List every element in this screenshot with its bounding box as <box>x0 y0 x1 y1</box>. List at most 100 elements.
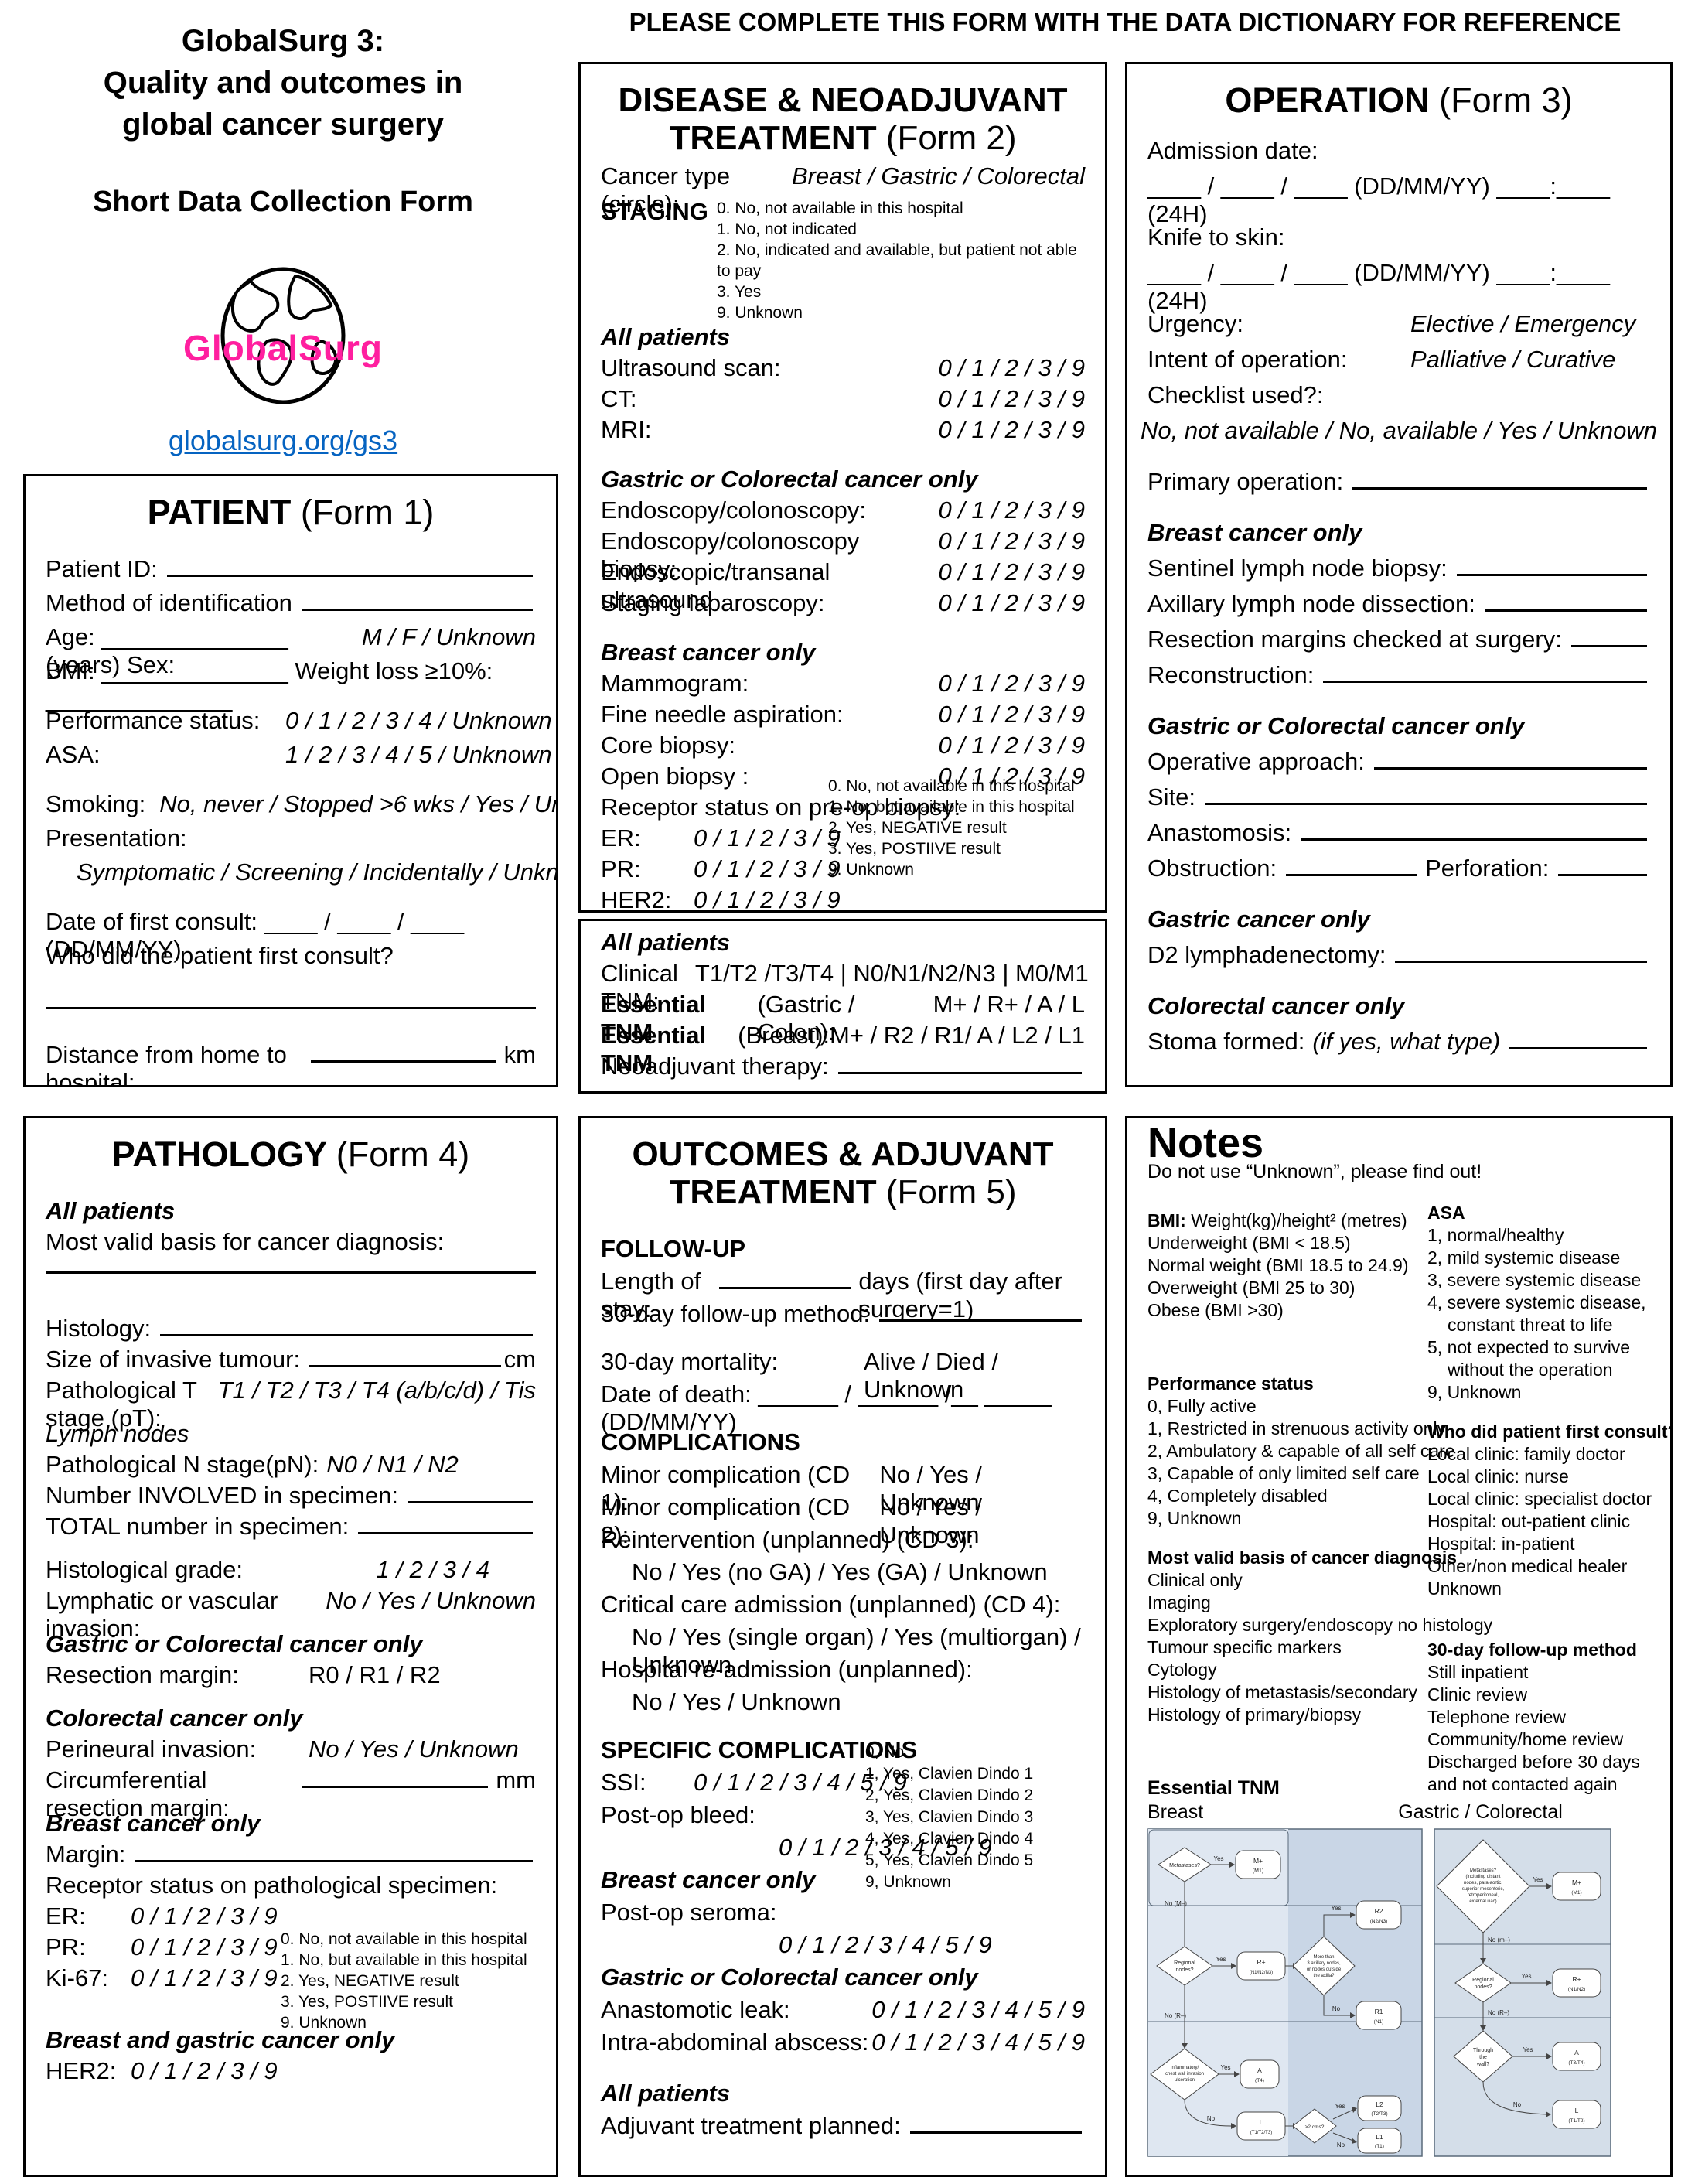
field-site: Site: <box>1147 783 1650 819</box>
legend-line: 3. Yes <box>717 282 762 301</box>
edge-label: No <box>1332 2005 1341 2012</box>
form2-title: DISEASE & NEOADJUVANT TREATMENT (Form 2) <box>601 81 1085 158</box>
open-biopsy-label: Open biopsy : <box>601 762 749 790</box>
form5-title-line2: TREATMENT <box>669 1173 877 1212</box>
slnb-label: Sentinel lymph node biopsy: <box>1147 555 1448 582</box>
field-pn-stage: Pathological N stage(pN): N0 / N1 / N2 <box>46 1451 536 1482</box>
patient-id-label: Patient ID: <box>46 555 158 583</box>
form2-title-line2: TREATMENT <box>669 119 877 158</box>
basis-note-header: Most valid basis of cancer diagnosis <box>1147 1548 1458 1568</box>
fu-method-blank <box>879 1319 1082 1322</box>
note-line: and not contacted again <box>1427 1774 1618 1794</box>
scale-options: 0 / 1 / 2 / 3 / 9 <box>938 762 1085 790</box>
field-her2: HER2: 0 / 1 / 2 / 3 / 9 <box>601 886 1085 913</box>
section-gc-only: Gastric or Colorectal cancer only <box>601 466 1085 497</box>
etnm-gc-options: M+ / R+ / A / L <box>933 991 1085 1018</box>
asa-options: 1 / 2 / 3 / 4 / 5 / Unknown <box>285 741 552 769</box>
scale-options: 0 / 1 / 2 / 3 / 9 <box>938 669 1085 697</box>
legend-line: 9. Unknown <box>281 2014 367 2032</box>
form5-title: OUTCOMES & ADJUVANT TREATMENT (Form 5) <box>601 1135 1085 1212</box>
basis-blank <box>46 1271 536 1275</box>
scale-options: 0 / 1 / 2 / 3 / 9 <box>938 589 1085 616</box>
form5-title-suffix: (Form 5) <box>885 1173 1017 1212</box>
performance-label: Performance status: <box>46 707 261 735</box>
legend-line: 1. No, not indicated <box>717 220 857 238</box>
node-label: ulceration <box>1175 2078 1195 2083</box>
endoscopy-biopsy-label: Endoscopy/colonoscopy biopsy: <box>601 527 860 582</box>
adjuvant-blank <box>909 2131 1082 2134</box>
reintervention-options: No / Yes (no GA) / Yes (GA) / Unknown <box>632 1558 1048 1585</box>
lvi-options: No / Yes / Unknown <box>326 1587 536 1615</box>
checklist-options: No, not available / No, available / Yes … <box>1140 417 1658 445</box>
field-core-biopsy: Core biopsy: 0 / 1 / 2 / 3 / 9 <box>601 732 1085 763</box>
note-line: Telephone review <box>1427 1707 1567 1727</box>
study-title: GlobalSurg 3: Quality and outcomes in gl… <box>46 20 520 145</box>
notes-title: Notes <box>1147 1120 1264 1166</box>
node-label: Metastases? <box>1169 1863 1200 1868</box>
note-line: Hospital: in-patient <box>1427 1534 1575 1554</box>
readmission-label: Hospital re-admission (unplanned): <box>601 1655 973 1683</box>
receptor-header: Receptor status on pre-op biopsy: <box>601 793 961 821</box>
essential-tnm-label: Essential TNM <box>601 1022 707 1077</box>
seroma-options-row: 0 / 1 / 2 / 3 / 4 / 5 / 9 <box>601 1931 1085 1964</box>
cd1-label: Minor complication (CD 1): <box>601 1460 851 1516</box>
scale-options: 0 / 1 / 2 / 3 / 4 / 5 / 9 <box>871 1995 1085 2023</box>
ki67-label: Ki-67: <box>46 1964 108 1992</box>
urgency-options: Elective / Emergency <box>1410 310 1636 338</box>
size-unit: cm <box>503 1346 536 1374</box>
field-etnm-gc: Essential TNM (Gastric / Colon): M+ / R+ /… <box>601 991 1085 1046</box>
staging-label: STAGING <box>601 197 708 225</box>
field-fna: Fine needle aspiration: 0 / 1 / 2 / 3 / 9 <box>601 701 1085 732</box>
field-patient-id: Patient ID: <box>46 555 536 589</box>
field-admission-date: Admission date: <box>1147 137 1650 172</box>
field-lvi: Lymphatic or vascular invasion: No / Yes … <box>46 1587 536 1642</box>
node-label: (M1) <box>1571 1890 1581 1896</box>
legend-line: 0. No, not available in this hospital <box>717 199 963 217</box>
los-blank <box>719 1286 851 1289</box>
lvi-label: Lymphatic or vascular invasion: <box>46 1587 278 1643</box>
tnm-chart-labels: Breast Gastric / Colorectal <box>1147 1801 1650 1824</box>
performance-note-header: Performance status <box>1147 1374 1314 1394</box>
note-line: Clinic review <box>1427 1684 1528 1705</box>
mri-label: MRI: <box>601 415 652 443</box>
urgency-label: Urgency: <box>1147 310 1244 338</box>
node-label: (T1/T2/T3) <box>1250 2131 1272 2135</box>
perineural-options: No / Yes / Unknown <box>309 1735 519 1763</box>
node-label: wall? <box>1476 2062 1489 2067</box>
globalsurg-link[interactable]: globalsurg.org/gs3 <box>168 425 398 456</box>
field-mammogram: Mammogram: 0 / 1 / 2 / 3 / 9 <box>601 670 1085 701</box>
los-suffix: days (first day after surgery=1) <box>858 1267 1062 1322</box>
margin-blank <box>135 1860 533 1863</box>
field-obstruction-perforation: Obstruction: Perforation: <box>1147 855 1650 890</box>
note-line: constant threat to life <box>1448 1315 1613 1335</box>
node-label: superior mesenteric, <box>1462 1887 1505 1892</box>
cancer-type-options: Breast / Gastric / Colorectal <box>791 162 1085 189</box>
her2-label: HER2: <box>601 886 672 913</box>
gc-header: Gastric or Colorectal cancer only <box>601 465 978 493</box>
edge-label: Yes <box>1523 2046 1533 2053</box>
field-ssi: SSI: 0 / 1 / 2 / 3 / 4 / 5 / 9 <box>601 1769 1085 1801</box>
performance-options: 0 / 1 / 2 / 3 / 4 / Unknown <box>285 707 552 735</box>
field-crm: Circumferential resection margin: mm <box>46 1766 536 1821</box>
slnb-blank <box>1456 574 1647 577</box>
gc-header: Gastric or Colorectal cancer only <box>46 1630 423 1658</box>
field-histology: Histology: <box>46 1315 536 1346</box>
legend-line: 3. Yes, POSTIIVE result <box>828 840 1001 858</box>
form4-title-suffix: (Form 4) <box>336 1135 470 1174</box>
field-endoscopy-biopsy: Endoscopy/colonoscopy biopsy: 0 / 1 / 2 /… <box>601 527 1085 582</box>
note-line: Histology of primary/biopsy <box>1147 1705 1362 1725</box>
legend-line: 3. Yes, POSTIIVE result <box>281 1993 453 2011</box>
field-clinical-tnm: Clinical TNM: T1/T2 /T3/T4 | N0/N1/N2/N3 … <box>601 960 1089 1015</box>
critical-care-label: Critical care admission (unplanned) (CD … <box>601 1590 1061 1618</box>
staging-lap-label: Staging laparoscopy: <box>601 589 825 616</box>
node-label: M+ <box>1253 1857 1263 1865</box>
consult-answer-row <box>46 1007 536 1041</box>
section-breast-only: Breast cancer only <box>601 639 1085 670</box>
form1-title-main: PATIENT <box>147 493 292 532</box>
field-cd2: Minor complication (CD 2): No / Yes / Unk… <box>601 1493 1085 1548</box>
margins-blank <box>1570 645 1647 648</box>
node-label: L1 <box>1376 2133 1383 2141</box>
field-method: Method of identification <box>46 589 536 623</box>
pt-options: T1 / T2 / T3 / T4 (a/b/c/d) / Tis <box>217 1377 536 1404</box>
